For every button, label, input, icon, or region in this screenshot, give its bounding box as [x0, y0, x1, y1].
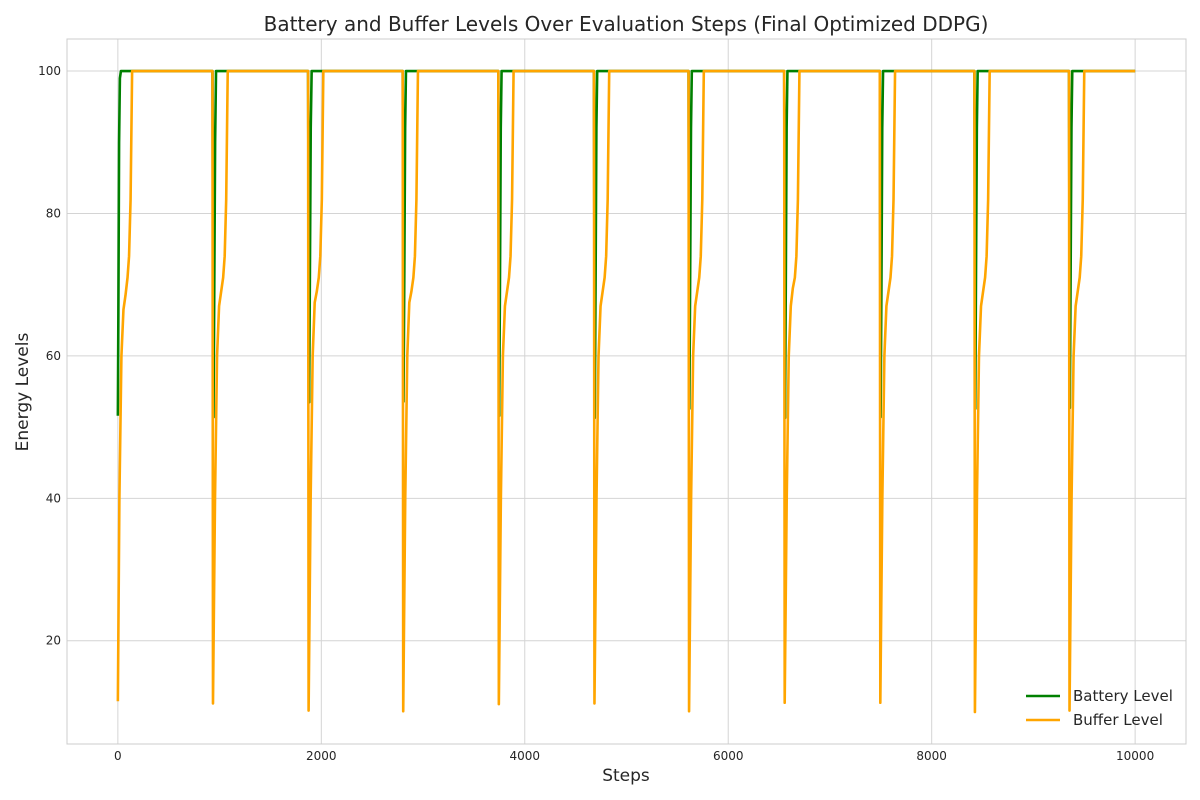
legend-label: Battery Level: [1073, 687, 1173, 705]
y-tick-label: 60: [46, 349, 61, 363]
y-tick-label: 40: [46, 491, 61, 505]
x-tick-label: 0: [114, 749, 122, 763]
tick-labels: 0 2000 4000 6000 8000 10000 20 40 60 80 100: [38, 64, 1154, 763]
y-tick-label: 80: [46, 206, 61, 220]
y-tick-label: 100: [38, 64, 61, 78]
x-tick-label: 8000: [916, 749, 947, 763]
legend: Battery Level Buffer Level: [1026, 687, 1173, 729]
x-axis-title: Steps: [602, 766, 650, 786]
x-tick-label: 4000: [509, 749, 540, 763]
y-tick-label: 20: [46, 634, 61, 648]
series-line-buffer-level: [116, 69, 1136, 714]
plot-area-frame: [66, 38, 1187, 745]
x-tick-label: 6000: [713, 749, 744, 763]
y-axis-title: Energy Levels: [13, 333, 33, 452]
legend-label: Buffer Level: [1073, 711, 1163, 729]
chart-title: Battery and Buffer Levels Over Evaluatio…: [264, 12, 989, 36]
x-tick-label: 10000: [1116, 749, 1154, 763]
x-tick-label: 2000: [306, 749, 337, 763]
series-layer: [116, 69, 1136, 714]
